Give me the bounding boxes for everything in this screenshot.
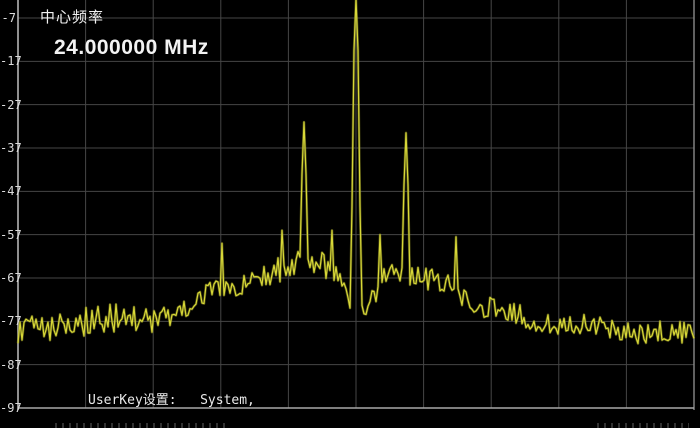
y-tick-label: -7 [1, 11, 16, 25]
y-tick-label: -97 [0, 400, 22, 415]
center-frequency-value: 24.000000 MHz [54, 36, 209, 59]
y-tick-label: -17 [0, 54, 22, 69]
cropped-bottom-right-text [597, 423, 689, 428]
y-tick-label: -87 [0, 357, 22, 372]
spectrum-trace [17, 0, 695, 345]
cropped-bottom-left-text [55, 423, 230, 428]
y-tick-label: -37 [0, 140, 22, 155]
center-frequency-readout: 中心频率 24.000000 MHz [40, 6, 209, 60]
y-tick-label: -47 [0, 184, 22, 199]
y-tick-label: -57 [0, 227, 22, 242]
y-tick-label: -77 [0, 314, 22, 329]
userkey-status-text: UserKey设置: System, [88, 393, 255, 408]
y-tick-label: -67 [0, 270, 22, 285]
center-frequency-label: 中心频率 [40, 8, 105, 26]
y-tick-label: -27 [0, 97, 22, 112]
